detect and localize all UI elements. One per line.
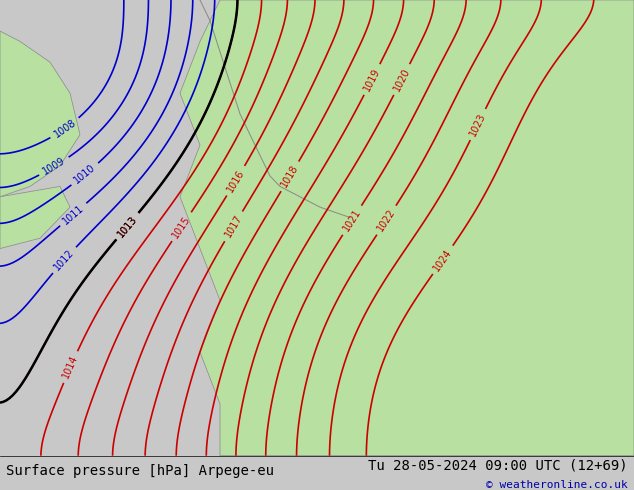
Text: 1015: 1015 <box>171 214 193 240</box>
Text: 1022: 1022 <box>375 207 398 233</box>
Text: 1023: 1023 <box>468 111 488 138</box>
Text: 1011: 1011 <box>61 203 86 226</box>
Text: 1009: 1009 <box>41 156 67 177</box>
Text: 1017: 1017 <box>223 213 244 240</box>
Text: 1021: 1021 <box>341 207 363 233</box>
Text: 1012: 1012 <box>53 247 76 272</box>
Text: 1013: 1013 <box>116 214 139 239</box>
Text: 1010: 1010 <box>72 163 98 186</box>
Text: 1020: 1020 <box>392 66 412 93</box>
Text: 1019: 1019 <box>362 66 382 93</box>
Text: Surface pressure [hPa] Arpege-eu: Surface pressure [hPa] Arpege-eu <box>6 464 275 478</box>
Text: Tu 28-05-2024 09:00 UTC (12+69): Tu 28-05-2024 09:00 UTC (12+69) <box>368 459 628 473</box>
Text: 1013: 1013 <box>116 214 139 239</box>
Text: 1024: 1024 <box>432 247 454 273</box>
Text: © weatheronline.co.uk: © weatheronline.co.uk <box>486 480 628 490</box>
Text: 1018: 1018 <box>280 163 301 190</box>
Text: 1008: 1008 <box>52 117 78 140</box>
Text: 1014: 1014 <box>61 354 80 380</box>
Text: 1016: 1016 <box>225 168 247 194</box>
